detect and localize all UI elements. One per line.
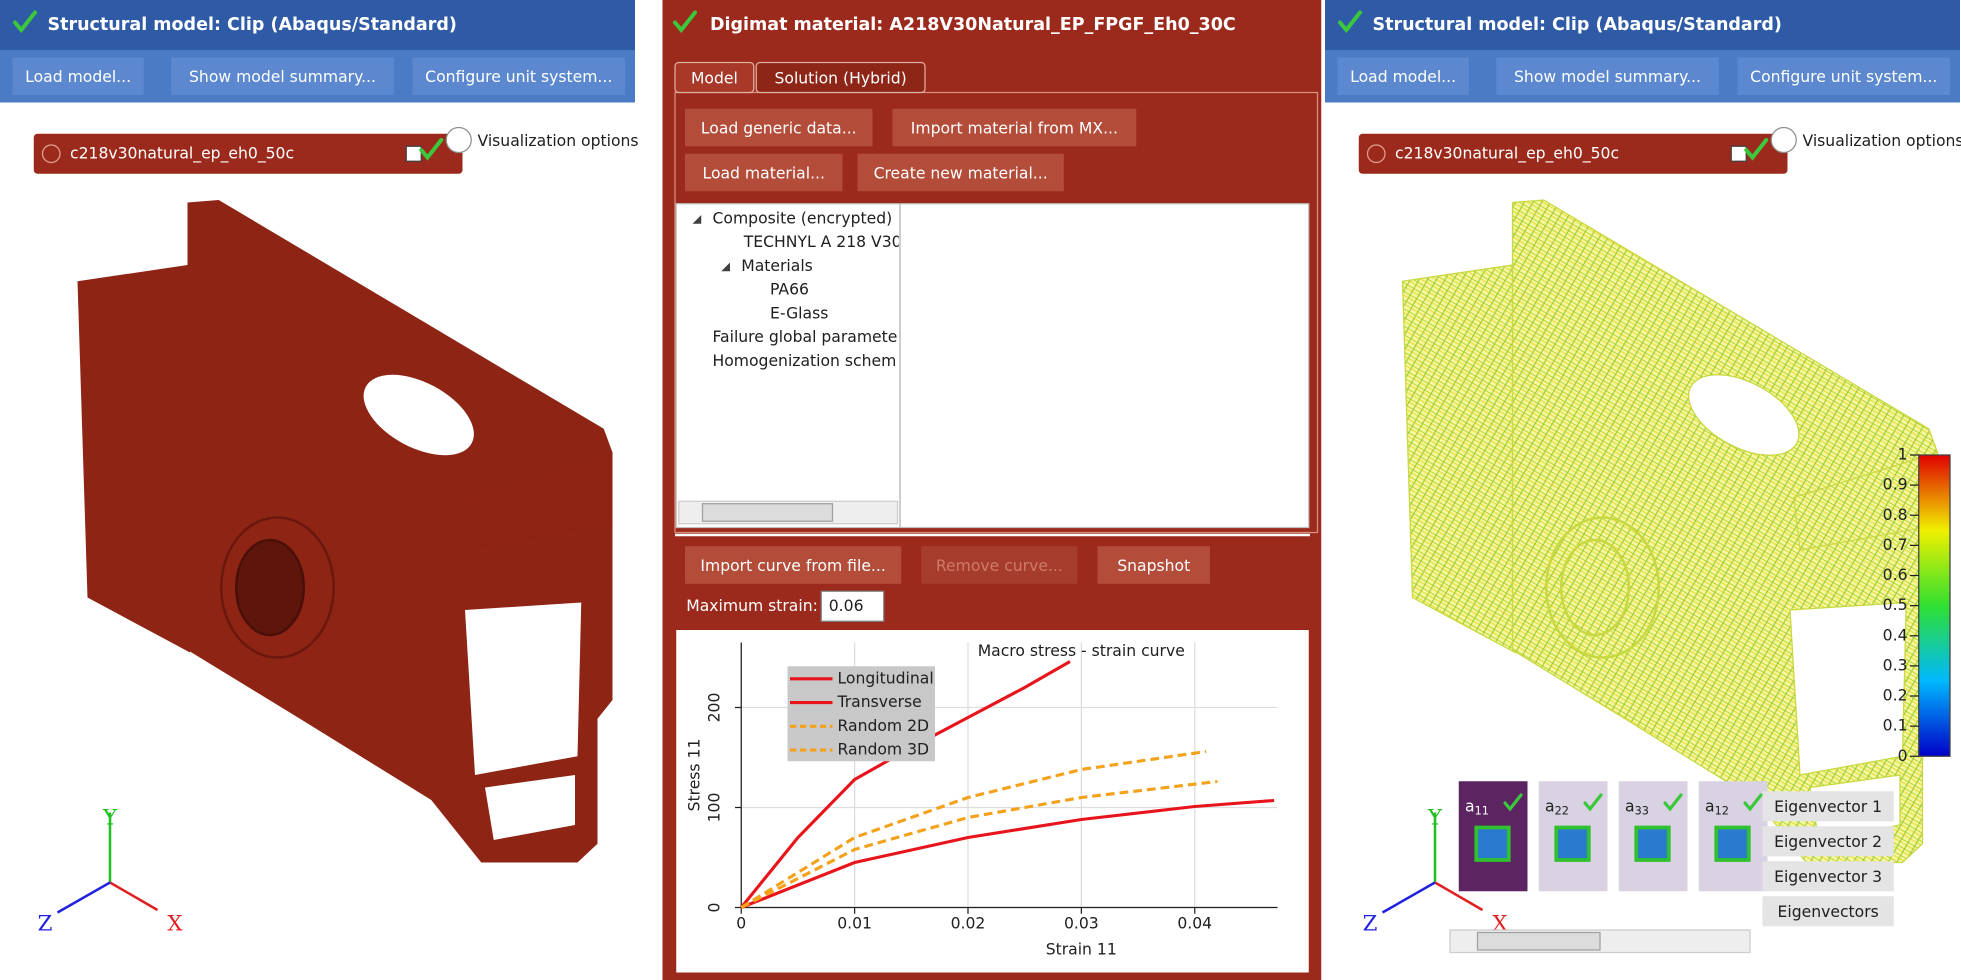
thumbnail-sub: 12 — [1715, 804, 1729, 817]
colorbar-label: 0.2 — [1883, 687, 1908, 705]
thumbnail-base: a — [1545, 797, 1555, 815]
colorbar-label: 0.6 — [1883, 566, 1908, 584]
visible-checkbox[interactable] — [406, 146, 421, 161]
colorbar-label: 0.1 — [1883, 717, 1908, 735]
x-tick-label: 0 — [736, 914, 746, 932]
colorbar-label: 0.3 — [1883, 656, 1908, 674]
colorbar-label: 0.5 — [1883, 596, 1908, 614]
colorbar-label: 0.8 — [1883, 506, 1908, 524]
button-label[interactable]: Import material from MX... — [911, 119, 1118, 137]
axis-y-label: Y — [1427, 805, 1443, 830]
button-label[interactable]: Eigenvectors — [1778, 903, 1879, 921]
axis-y-label: Y — [102, 805, 118, 830]
button-label[interactable]: Eigenvector 2 — [1774, 833, 1882, 851]
x-tick-label: 0.03 — [1064, 914, 1099, 932]
max-strain-value[interactable]: 0.06 — [829, 597, 864, 615]
model-boss-hole — [1561, 540, 1629, 635]
y-axis-title: Stress 11 — [686, 739, 704, 812]
tree-item[interactable]: PA66 — [770, 281, 809, 299]
scrollbar-thumb[interactable] — [703, 504, 833, 522]
tree-item[interactable]: Homogenization schem — [713, 352, 897, 370]
screen: Structural model: Clip (Abaqus/Standard)… — [0, 0, 1961, 980]
thumbnail-base: a — [1465, 797, 1475, 815]
button-label[interactable]: Load model... — [1350, 68, 1456, 86]
button-label[interactable]: Show model summary... — [189, 68, 376, 86]
panel-title: Structural model: Clip (Abaqus/Standard) — [48, 15, 457, 35]
colorbar-label: 0.7 — [1883, 536, 1908, 554]
colorbar-label: 1 — [1898, 446, 1908, 464]
button-label[interactable]: Configure unit system... — [1750, 68, 1937, 86]
model-window — [465, 603, 581, 776]
thumbnail-model — [1636, 828, 1669, 861]
model-flange — [1403, 265, 1516, 653]
model-name: c218v30natural_ep_eh0_50c — [1395, 144, 1619, 163]
thumbnail-sub: 22 — [1555, 804, 1569, 817]
legend-label: Transverse — [837, 693, 922, 711]
axis-x-label: X — [167, 912, 183, 937]
legend-label: Random 3D — [838, 741, 930, 759]
tree-item[interactable]: E-Glass — [770, 304, 828, 322]
visible-checkbox[interactable] — [1731, 146, 1746, 161]
button-label[interactable]: Eigenvector 3 — [1774, 868, 1882, 886]
max-strain-label: Maximum strain: — [686, 597, 818, 615]
button-label[interactable]: Remove curve... — [936, 557, 1063, 575]
model-name: c218v30natural_ep_eh0_50c — [70, 144, 294, 163]
visualization-radio[interactable] — [446, 128, 471, 153]
tree-item[interactable]: Materials — [741, 257, 813, 275]
button-label[interactable]: Snapshot — [1117, 557, 1190, 575]
tree-item[interactable]: TECHNYL A 218 V30 — [743, 233, 902, 251]
model-flange — [78, 265, 191, 653]
x-tick-label: 0.01 — [837, 914, 872, 932]
y-tick-label: 200 — [706, 693, 724, 723]
chart-title: Macro stress - strain curve — [978, 642, 1185, 660]
panel-title: Structural model: Clip (Abaqus/Standard) — [1373, 15, 1782, 35]
button-label[interactable]: Load model... — [25, 68, 131, 86]
thumbnail-base: a — [1705, 797, 1715, 815]
tab-label[interactable]: Solution (Hybrid) — [774, 69, 906, 87]
thumbnail-base: a — [1625, 797, 1635, 815]
axis-z-label: Z — [1363, 912, 1378, 937]
button-label[interactable]: Load material... — [703, 164, 825, 182]
chart-area — [676, 630, 1309, 973]
y-tick-label: 0 — [706, 903, 724, 913]
scrollbar-thumb[interactable] — [1478, 933, 1601, 951]
thumbnail-model — [1716, 828, 1749, 861]
x-tick-label: 0.02 — [951, 914, 986, 932]
visualization-options[interactable]: Visualization options — [1803, 132, 1961, 150]
screenshot: Structural model: Clip (Abaqus/Standard)… — [0, 0, 1961, 980]
colorbar — [1919, 455, 1950, 756]
tree-item[interactable]: Failure global paramete — [713, 328, 898, 346]
y-tick-label: 100 — [706, 793, 724, 823]
button-label[interactable]: Import curve from file... — [700, 557, 885, 575]
thumbnail-model — [1556, 828, 1589, 861]
x-tick-label: 0.04 — [1177, 914, 1212, 932]
thumbnail-sub: 11 — [1475, 804, 1489, 817]
colorbar-label: 0.9 — [1883, 476, 1908, 494]
legend-label: Longitudinal — [838, 669, 934, 687]
model-boss-hole — [236, 540, 304, 635]
visualization-radio[interactable] — [1771, 128, 1796, 153]
colorbar-label: 0 — [1898, 747, 1908, 765]
tab-label[interactable]: Model — [691, 69, 738, 87]
axis-z-label: Z — [38, 912, 53, 937]
button-label[interactable]: Configure unit system... — [425, 68, 612, 86]
button-label[interactable]: Create new material... — [874, 164, 1048, 182]
legend-label: Random 2D — [838, 717, 930, 735]
x-axis-title: Strain 11 — [1046, 941, 1117, 959]
thumbnail-sub: 33 — [1635, 804, 1649, 817]
panel-title: Digimat material: A218V30Natural_EP_FPGF… — [710, 15, 1236, 35]
colorbar-label: 0.4 — [1883, 626, 1908, 644]
button-label[interactable]: Load generic data... — [701, 119, 857, 137]
visualization-options[interactable]: Visualization options — [478, 132, 639, 150]
button-label[interactable]: Eigenvector 1 — [1774, 798, 1882, 816]
button-label[interactable]: Show model summary... — [1514, 68, 1701, 86]
thumbnail-model — [1476, 828, 1509, 861]
tree-item[interactable]: Composite (encrypted) — [713, 209, 893, 227]
